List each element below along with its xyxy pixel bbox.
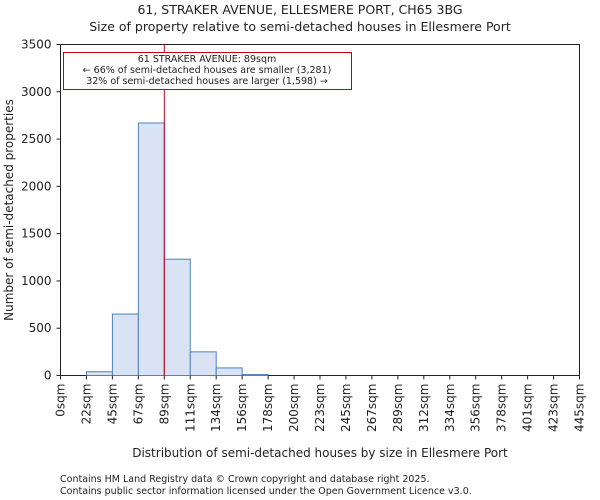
x-tick-label: 178sqm — [261, 384, 275, 432]
y-tick-label: 2000 — [21, 179, 52, 193]
chart-title: 61, STRAKER AVENUE, ELLESMERE PORT, CH65… — [137, 2, 462, 17]
x-tick-label: 289sqm — [391, 384, 405, 432]
histogram-bar — [137, 122, 165, 376]
annotation-box: 61 STRAKER AVENUE: 89sqm ← 66% of semi-d… — [63, 52, 352, 90]
y-tick-label: 1500 — [21, 227, 52, 241]
x-tick-label: 423sqm — [547, 384, 561, 432]
x-tick-label: 223sqm — [313, 384, 327, 432]
x-tick-label: 89sqm — [157, 384, 171, 425]
y-tick-label: 3000 — [21, 85, 52, 99]
chart-subtitle: Size of property relative to semi-detach… — [89, 19, 511, 34]
y-tick-label: 1000 — [21, 274, 52, 288]
histogram-bar — [241, 374, 269, 377]
footer-line-1: Contains HM Land Registry data © Crown c… — [60, 474, 430, 485]
annotation-line-1: 61 STRAKER AVENUE: 89sqm — [138, 54, 277, 65]
x-tick-label: 67sqm — [131, 384, 145, 425]
x-tick-label: 111sqm — [183, 384, 197, 432]
x-tick-label: 401sqm — [521, 384, 535, 432]
annotation-line-2: ← 66% of semi-detached houses are smalle… — [83, 65, 332, 76]
x-tick-label: 45sqm — [105, 384, 119, 425]
x-tick-label: 267sqm — [365, 384, 379, 432]
x-tick-label: 245sqm — [339, 384, 353, 432]
x-tick-label: 445sqm — [573, 384, 587, 432]
y-tick-label: 0 — [44, 369, 52, 383]
histogram-bar — [189, 351, 217, 377]
histogram-bar — [85, 371, 113, 376]
y-axis: 0 500 1000 1500 2000 2500 3000 3500 — [21, 38, 61, 383]
x-tick-label: 378sqm — [495, 384, 509, 432]
histogram-bar — [163, 258, 191, 377]
y-tick-label: 3500 — [21, 38, 52, 52]
x-axis-label: Distribution of semi-detached houses by … — [132, 446, 508, 460]
x-tick-label: 156sqm — [235, 384, 249, 432]
histogram-bar — [111, 313, 139, 376]
annotation-frame — [63, 52, 352, 90]
annotation-line-3: 32% of semi-detached houses are larger (… — [86, 76, 328, 87]
x-tick-label: 312sqm — [417, 384, 431, 432]
x-tick-label: 22sqm — [79, 384, 93, 425]
y-axis-label: Number of semi-detached properties — [2, 99, 16, 321]
x-axis: 0sqm 22sqm 45sqm 67sqm 89sqm 111sqm 134sqm 156s… — [54, 375, 587, 432]
x-tick-label: 334sqm — [443, 384, 457, 432]
x-tick-label: 0sqm — [54, 384, 68, 417]
x-tick-label: 356sqm — [469, 384, 483, 432]
histogram-bar — [215, 367, 243, 377]
y-tick-label: 500 — [29, 321, 52, 335]
x-tick-label: 134sqm — [209, 384, 223, 432]
x-tick-label: 200sqm — [287, 384, 301, 432]
y-tick-label: 2500 — [21, 132, 52, 146]
footer-line-2: Contains public sector information licen… — [60, 486, 472, 497]
